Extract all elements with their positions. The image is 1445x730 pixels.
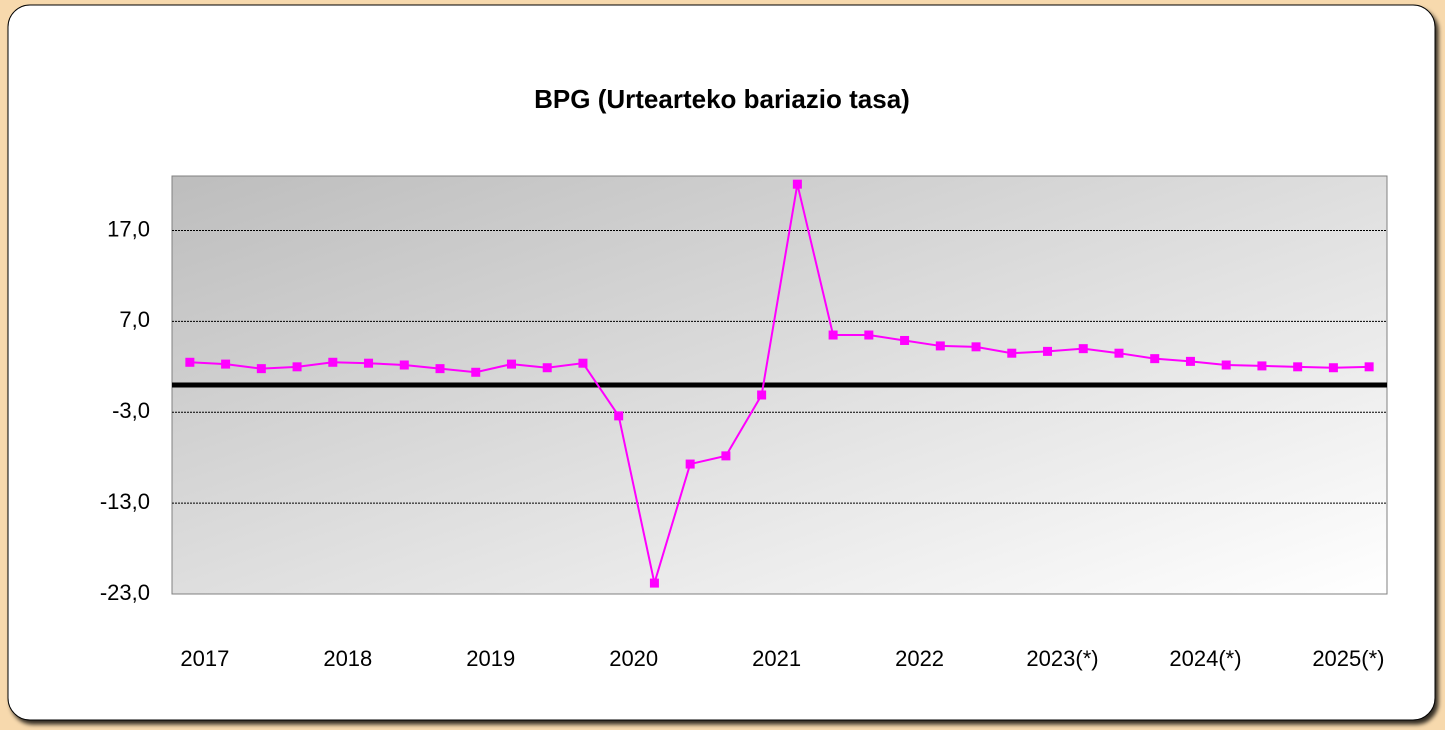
marker xyxy=(1078,344,1088,354)
marker xyxy=(649,578,659,588)
y-tick-label: -13,0 xyxy=(100,489,150,514)
x-tick-label: 2020 xyxy=(609,646,658,671)
marker xyxy=(757,390,767,400)
chart-title: BPG (Urtearteko bariazio tasa) xyxy=(534,84,910,114)
marker xyxy=(185,357,195,367)
marker xyxy=(1328,363,1338,373)
y-tick-label: 7,0 xyxy=(119,307,150,332)
x-tick-label: 2023(*) xyxy=(1026,646,1098,671)
marker xyxy=(221,359,231,369)
marker xyxy=(971,342,981,352)
marker xyxy=(792,179,802,189)
marker xyxy=(864,330,874,340)
marker xyxy=(721,451,731,461)
marker xyxy=(900,335,910,345)
marker xyxy=(685,459,695,469)
marker xyxy=(1114,348,1124,358)
y-tick-label: -23,0 xyxy=(100,580,150,605)
marker xyxy=(935,341,945,351)
marker xyxy=(578,358,588,368)
x-tick-label: 2024(*) xyxy=(1169,646,1241,671)
x-tick-label: 2019 xyxy=(466,646,515,671)
marker xyxy=(292,362,302,372)
y-tick-label: -3,0 xyxy=(112,398,150,423)
x-tick-label: 2025(*) xyxy=(1312,646,1384,671)
marker xyxy=(1293,362,1303,372)
marker xyxy=(1257,361,1267,371)
marker xyxy=(256,364,266,374)
x-tick-label: 2017 xyxy=(180,646,229,671)
marker xyxy=(828,330,838,340)
marker xyxy=(328,357,338,367)
marker xyxy=(399,360,409,370)
marker xyxy=(435,364,445,374)
marker xyxy=(364,358,374,368)
marker xyxy=(1185,356,1195,366)
marker xyxy=(542,363,552,373)
y-tick-label: 17,0 xyxy=(107,216,150,241)
marker xyxy=(1364,362,1374,372)
marker xyxy=(1007,348,1017,358)
marker xyxy=(614,411,624,421)
marker xyxy=(471,367,481,377)
x-tick-label: 2018 xyxy=(323,646,372,671)
marker xyxy=(1150,354,1160,364)
marker xyxy=(1221,360,1231,370)
line xyxy=(189,183,1370,584)
x-tick-label: 2021 xyxy=(752,646,801,671)
marker xyxy=(506,359,516,369)
marker xyxy=(1043,346,1053,356)
x-tick-label: 2022 xyxy=(895,646,944,671)
